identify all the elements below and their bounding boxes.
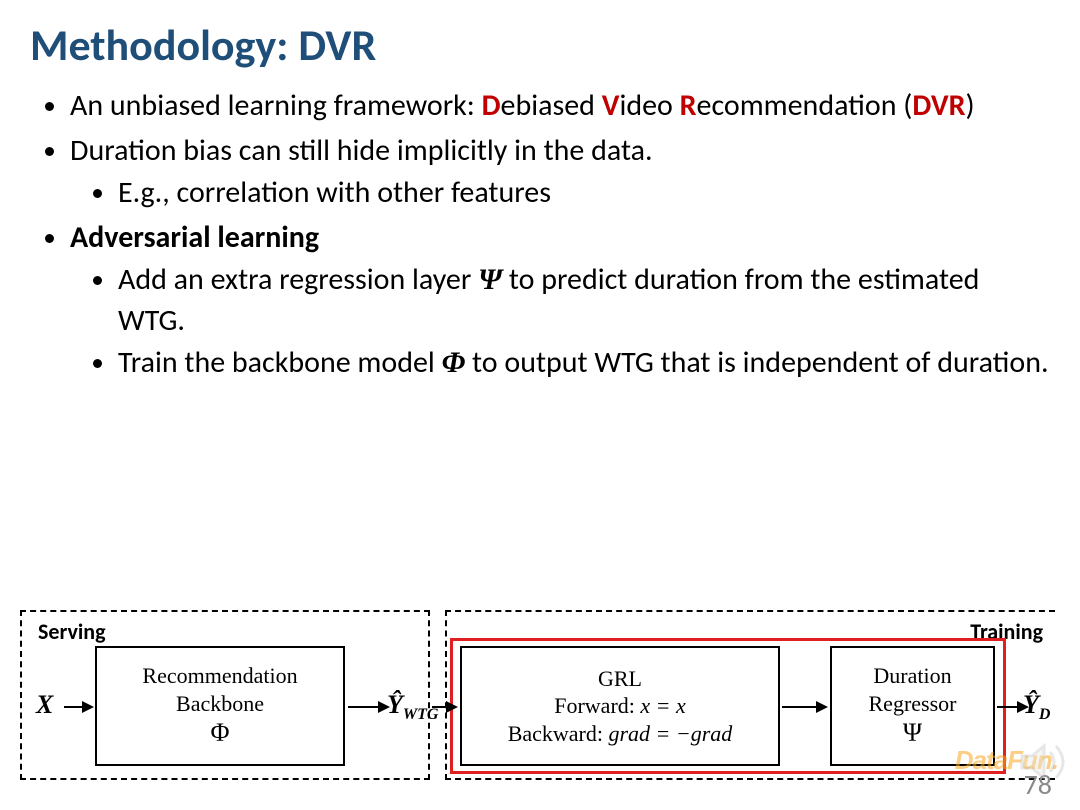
b3b-pre: Train the backbone model	[118, 344, 442, 381]
arrow-backbone-to-ywtg	[348, 706, 388, 708]
grl-forward: Forward: x = x	[554, 692, 686, 720]
b3b-phi: Φ	[442, 346, 466, 379]
b1-V: V	[602, 87, 620, 124]
grl-bwd-lbl: Backward:	[508, 721, 609, 746]
b1-m1: ebiased	[501, 87, 602, 124]
bullet-2-sub: E.g., correlation with other features	[70, 173, 1050, 214]
y-wtg-hat: Ŷ	[387, 690, 403, 719]
y-d-sub: D	[1039, 706, 1051, 723]
grl-fwd-eq: x = x	[640, 693, 685, 718]
y-wtg-label: ŶWTG	[387, 690, 438, 724]
b1-m2: ideo	[619, 87, 679, 124]
reg-l2: Regressor	[869, 690, 957, 718]
backbone-symbol: Φ	[210, 717, 229, 750]
speaker-icon	[1016, 738, 1072, 786]
b1-DVR: DVR	[912, 87, 965, 124]
reg-symbol: Ψ	[903, 717, 922, 750]
reg-l1: Duration	[873, 662, 951, 690]
b1-end: )	[965, 87, 974, 124]
b1-R: R	[680, 87, 697, 124]
bullet-3-sub: Add an extra regression layer Ψ to predi…	[70, 260, 1050, 384]
grl-l1: GRL	[598, 665, 642, 693]
slide-title: Methodology: DVR	[30, 18, 1050, 72]
b1-pre: An unbiased learning framework:	[70, 87, 482, 124]
b3b-post: to output WTG that is independent of dur…	[465, 344, 1048, 381]
bullet-2a: E.g., correlation with other features	[118, 173, 1050, 214]
b3-text: Adversarial learning	[70, 219, 319, 256]
b3a-psi: Ψ	[478, 263, 502, 296]
grl-bwd-eq: grad = −grad	[608, 721, 732, 746]
slide: Methodology: DVR An unbiased learning fr…	[0, 0, 1080, 810]
bullet-1: An unbiased learning framework: Debiased…	[70, 86, 1050, 127]
bullet-list: An unbiased learning framework: Debiased…	[30, 86, 1050, 384]
b3a-pre: Add an extra regression layer	[118, 261, 478, 298]
b1-D: D	[482, 87, 501, 124]
backbone-l2: Backbone	[176, 690, 264, 718]
y-wtg-sub: WTG	[403, 706, 439, 723]
b1-m3: ecommendation (	[697, 87, 913, 124]
bullet-3b: Train the backbone model Φ to output WTG…	[118, 343, 1050, 384]
arrow-x-to-backbone	[64, 706, 92, 708]
b2-text: Duration bias can still hide implicitly …	[70, 132, 653, 169]
input-x-label: X	[36, 690, 53, 720]
grl-fwd-lbl: Forward:	[554, 693, 640, 718]
y-d-hat: Ŷ	[1023, 690, 1039, 719]
architecture-diagram: Serving Training Recommendation Backbone…	[20, 610, 1060, 782]
y-d-label: ŶD	[1023, 690, 1050, 724]
backbone-l1: Recommendation	[142, 662, 297, 690]
arrow-grl-to-reg	[782, 706, 826, 708]
bullet-2: Duration bias can still hide implicitly …	[70, 131, 1050, 214]
grl-box: GRL Forward: x = x Backward: grad = −gra…	[460, 646, 780, 766]
bullet-3a: Add an extra regression layer Ψ to predi…	[118, 260, 1050, 341]
backbone-box: Recommendation Backbone Φ	[95, 646, 345, 766]
bullet-3: Adversarial learning Add an extra regres…	[70, 218, 1050, 384]
grl-backward: Backward: grad = −grad	[508, 720, 733, 748]
serving-label: Serving	[38, 618, 106, 645]
